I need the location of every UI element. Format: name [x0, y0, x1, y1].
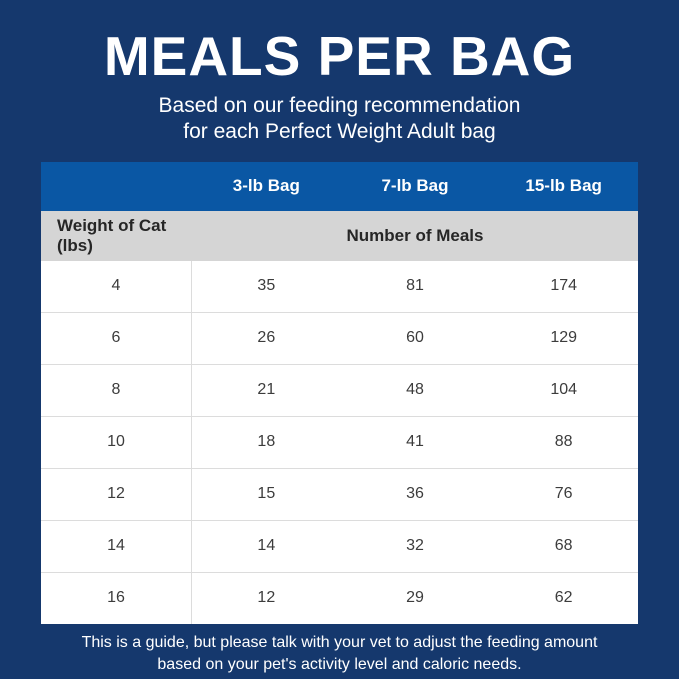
subtitle: Based on our feeding recommendation for … [159, 93, 521, 146]
meals-cell-3lb: 18 [257, 433, 276, 451]
weight-column-label: Weight of Cat (lbs) [57, 215, 167, 255]
meals-cell-7lb: 81 [406, 277, 424, 295]
meals-cell-7lb: 29 [406, 589, 424, 607]
meals-cell-3lb: 21 [257, 381, 276, 399]
subtitle-line-1: Based on our feeding recommendation [158, 94, 521, 117]
weight-cell: 14 [41, 520, 192, 572]
header-cell-7lb-bag: 7-lb Bag [381, 176, 449, 196]
meals-cell-3lb: 15 [257, 485, 276, 503]
meals-cell-7lb: 41 [406, 433, 424, 451]
table-row: 8 21 48 104 [41, 363, 638, 416]
meals-cell-7lb: 32 [406, 537, 424, 555]
header-cell-3lb-bag: 3-lb Bag [232, 176, 300, 196]
table-subheader-row: Weight of Cat (lbs) Number of Meals [41, 210, 638, 261]
meals-table: 3-lb Bag 7-lb Bag 15-lb Bag Weight of Ca… [41, 161, 638, 624]
table-row: 16 12 29 62 [41, 571, 638, 624]
weight-cell: 12 [41, 468, 192, 520]
footnote-line-1: This is a guide, but please talk with yo… [81, 633, 598, 651]
table-header-row: 3-lb Bag 7-lb Bag 15-lb Bag [41, 161, 638, 211]
table-row: 4 35 81 174 [41, 260, 638, 312]
page-title: MEALS PER BAG [103, 25, 576, 87]
meals-cell-3lb: 14 [257, 537, 276, 555]
meals-cell-3lb: 26 [257, 329, 276, 347]
table-row: 12 15 36 76 [41, 467, 638, 520]
meals-cell-7lb: 60 [406, 329, 424, 347]
number-of-meals-label: Number of Meals [346, 225, 484, 245]
meals-cell-7lb: 36 [406, 485, 424, 503]
meals-cell-15lb: 174 [550, 277, 578, 295]
weight-cell: 6 [41, 312, 192, 364]
weight-cell: 16 [41, 572, 192, 624]
table-row: 14 14 32 68 [41, 519, 638, 572]
meals-cell-3lb: 35 [257, 277, 276, 295]
table-row: 6 26 60 129 [41, 311, 638, 364]
meals-cell-15lb: 129 [550, 329, 578, 347]
table-row: 10 18 41 88 [41, 415, 638, 468]
weight-cell: 4 [41, 260, 192, 312]
table-body: 4 35 81 174 6 26 60 129 8 21 48 104 10 1… [41, 260, 638, 624]
meals-cell-15lb: 88 [554, 433, 573, 451]
weight-cell: 10 [41, 416, 192, 468]
header-cell-15lb-bag: 15-lb Bag [525, 176, 602, 196]
footnote: This is a guide, but please talk with yo… [82, 632, 598, 676]
meals-cell-15lb: 76 [554, 485, 573, 503]
weight-cell: 8 [41, 364, 192, 416]
meals-cell-7lb: 48 [406, 381, 424, 399]
subtitle-line-2: for each Perfect Weight Adult bag [183, 120, 496, 144]
meals-cell-3lb: 12 [257, 589, 276, 607]
footnote-line-2: based on your pet's activity level and c… [157, 655, 522, 673]
meals-cell-15lb: 68 [554, 537, 573, 555]
meals-cell-15lb: 62 [554, 589, 573, 607]
meals-cell-15lb: 104 [550, 381, 578, 399]
